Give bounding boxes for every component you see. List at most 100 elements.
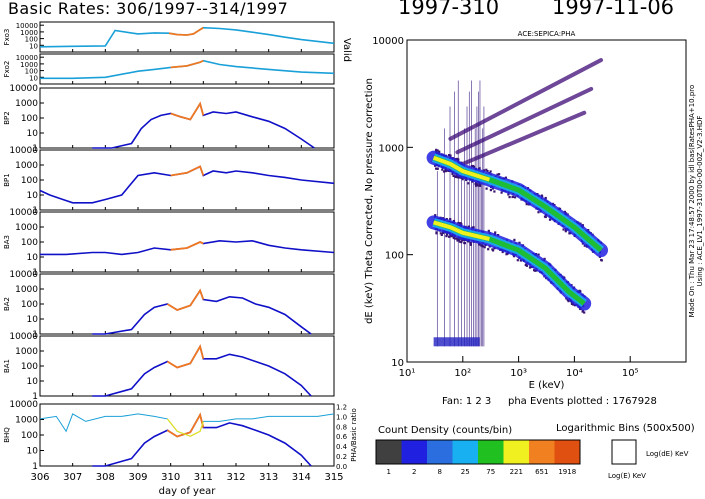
event-point [449, 234, 452, 237]
event-point [501, 250, 504, 254]
event-point [563, 210, 566, 213]
highlight-line [166, 344, 205, 369]
event-point [435, 167, 438, 170]
panel-frame [39, 21, 335, 53]
colorbar-swatch [478, 440, 504, 464]
event-point [487, 229, 490, 232]
low-energy-strip [433, 337, 480, 347]
colorbar-frame [375, 439, 581, 465]
event-point [564, 230, 567, 233]
panel-bhq: 10000 1000 100 10 1 BHQ 1.2 1.0 0.8 0.6 0.4 0.2 0.0P… [3, 400, 358, 472]
y-tick-label: 10 [391, 358, 404, 369]
right-axis-label: PHA/Basic ratio [350, 408, 358, 462]
y-tick-label: 100 [21, 362, 38, 372]
event-point [534, 269, 537, 272]
event-point [511, 195, 514, 198]
right-tick-label: 0.2 [336, 453, 347, 461]
panel-label: Fxo2 [3, 61, 11, 78]
panel-bp1: 10000 1000 100 10 1 BP1 [3, 146, 335, 216]
event-point [568, 232, 571, 235]
right-tick-label: 1.0 [336, 413, 347, 421]
colorbar-value: 221 [510, 468, 523, 476]
event-point [489, 189, 492, 192]
bin-legend-x-label: Log(E) KeV [608, 472, 646, 480]
event-point [452, 174, 455, 177]
event-point [544, 196, 547, 200]
x-tick-label: 10² [454, 368, 471, 379]
y-tick-label: 10 [27, 447, 39, 457]
event-point [436, 149, 439, 152]
event-point [541, 195, 544, 198]
event-point [470, 165, 473, 168]
y-tick-label: 10 [29, 74, 38, 82]
right-date: 1997-11-06 [552, 0, 675, 19]
panel-ba1: 10000 1000 100 10 1 BA1 [3, 332, 335, 402]
event-point [467, 182, 470, 185]
y-tick-label: 100 [21, 238, 38, 248]
highlight-line [170, 165, 205, 177]
event-point [441, 168, 444, 171]
y-tick-label: 1 [32, 392, 38, 402]
colorbar-label: Count Density (counts/bin) [378, 425, 512, 436]
y-tick-label: 1000 [15, 161, 38, 171]
band-core [432, 155, 491, 182]
made-on-note: Made On : Thu Mar 23 17:48:57 2000 by id… [688, 85, 696, 318]
highlight-line [170, 241, 204, 251]
event-point [434, 214, 437, 217]
event-point [512, 255, 516, 258]
event-point [513, 238, 516, 241]
event-point [581, 310, 584, 313]
right-tick-label: 0.4 [336, 443, 348, 451]
colorbar-swatch [401, 440, 427, 464]
basic-rates-chart: 10000100010010Fxo310000100010010Fxo21000… [3, 21, 358, 497]
event-point [444, 170, 447, 173]
event-point [516, 259, 519, 262]
event-point [440, 233, 443, 236]
y-tick-label: 10 [27, 315, 39, 325]
event-point [475, 184, 478, 187]
right-day: 1997-310 [398, 0, 500, 19]
x-tick-label: 307 [63, 472, 82, 483]
colorbar-swatch [376, 440, 402, 464]
event-point [525, 203, 528, 206]
event-point [456, 157, 459, 160]
event-point [456, 237, 459, 240]
event-point [567, 300, 570, 303]
event-point [455, 175, 458, 178]
panel-label: BHQ [3, 427, 11, 443]
y-tick-label: 1000 [15, 99, 38, 109]
event-point [583, 244, 586, 247]
panel-label: BP2 [3, 111, 11, 124]
event-point [467, 225, 470, 228]
colorbar-value: 2 [412, 468, 416, 476]
event-point [485, 187, 488, 190]
event-point [533, 269, 536, 272]
y-tick-label: 1 [32, 330, 38, 340]
event-point [483, 246, 486, 249]
event-point [491, 187, 494, 190]
event-point [436, 167, 439, 170]
using-note: Using : ACE_LV1_1997-310T00-00-00Z_V2-3.… [696, 116, 704, 287]
colorbar-swatch [554, 440, 580, 464]
event-point [525, 264, 528, 267]
y-axis-label: dE (keV) Theta Corrected, No pressure co… [364, 78, 375, 324]
highlight-line [166, 288, 205, 311]
panel-label: BA1 [3, 359, 11, 373]
event-point [452, 236, 455, 240]
fan-text: Fan: 1 2 3 [442, 396, 491, 407]
y-tick-label: 1000 [15, 223, 38, 233]
event-point [489, 170, 492, 173]
event-point [472, 164, 475, 168]
y-tick-label: 10 [27, 129, 39, 139]
colorbar-value: 75 [486, 468, 495, 476]
x-axis-label: day of year [159, 486, 217, 497]
panel-label: BA3 [3, 235, 11, 249]
colorbar-value: 1918 [558, 468, 576, 476]
y-tick-label: 10 [27, 377, 39, 387]
heatmap-title: ACE:SEPICA:PHA [518, 30, 576, 38]
event-point [498, 173, 501, 176]
event-point [446, 169, 449, 172]
